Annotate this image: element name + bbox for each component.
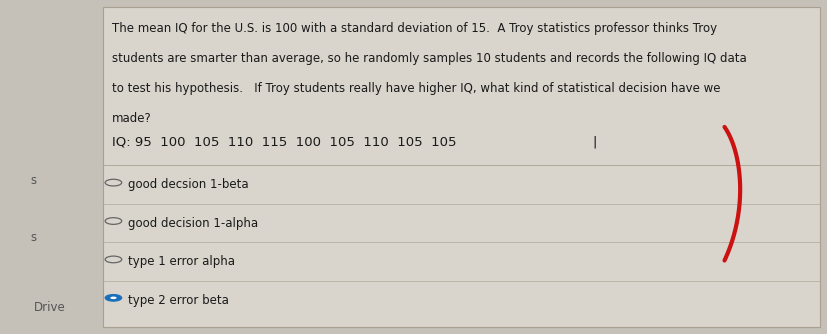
Text: type 1 error alpha: type 1 error alpha [128, 255, 235, 268]
Text: Drive: Drive [34, 301, 65, 314]
Text: good decsion 1-beta: good decsion 1-beta [128, 178, 249, 191]
Text: made?: made? [112, 112, 151, 125]
Text: |: | [591, 135, 595, 148]
Text: good decision 1-alpha: good decision 1-alpha [128, 217, 258, 230]
Text: students are smarter than average, so he randomly samples 10 students and record: students are smarter than average, so he… [112, 52, 746, 65]
Text: s: s [30, 174, 36, 187]
Text: s: s [30, 231, 36, 243]
Text: type 2 error beta: type 2 error beta [128, 294, 229, 307]
Text: IQ: 95  100  105  110  115  100  105  110  105  105: IQ: 95 100 105 110 115 100 105 110 105 1… [112, 135, 456, 148]
Text: The mean IQ for the U.S. is 100 with a standard deviation of 15.  A Troy statist: The mean IQ for the U.S. is 100 with a s… [112, 22, 716, 35]
Text: to test his hypothesis.   If Troy students really have higher IQ, what kind of s: to test his hypothesis. If Troy students… [112, 82, 719, 95]
Circle shape [105, 295, 122, 301]
Circle shape [110, 297, 117, 299]
FancyBboxPatch shape [103, 7, 819, 327]
